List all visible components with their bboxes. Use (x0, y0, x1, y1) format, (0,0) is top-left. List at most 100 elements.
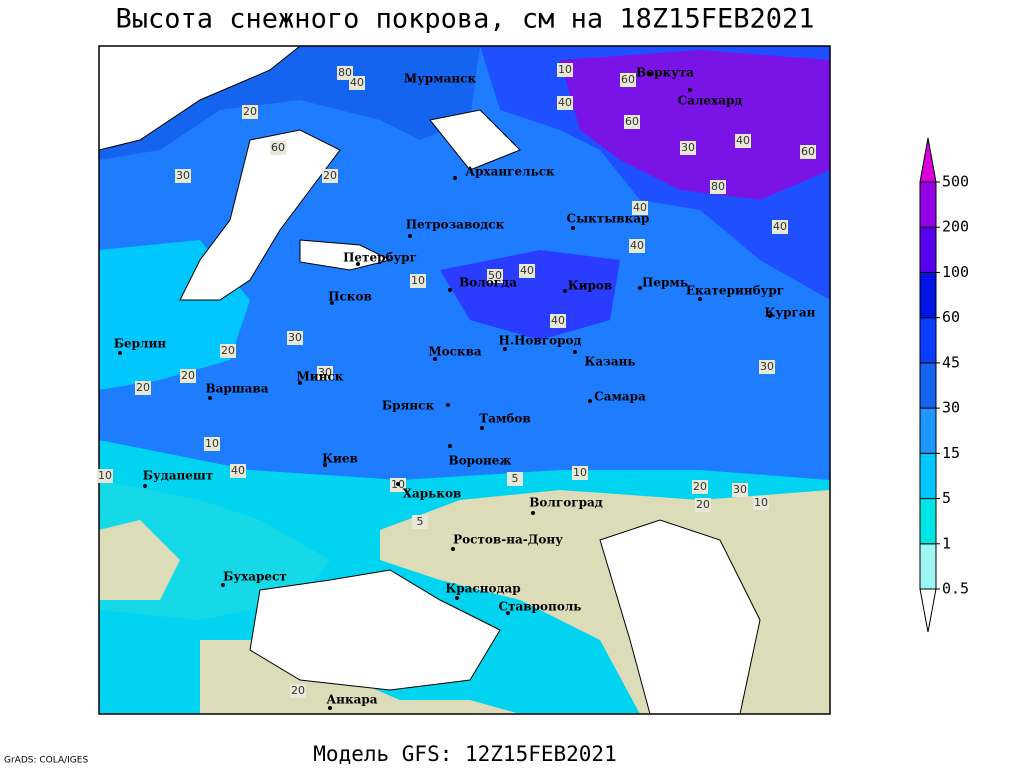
city-dot (503, 347, 507, 351)
city-dot (448, 444, 452, 448)
contour-label-box (97, 469, 113, 483)
credit: GrADS: COLA/IGES (4, 756, 88, 766)
contour-label-box (487, 269, 503, 283)
contour-label: 40 (633, 201, 647, 214)
city-label: Варшава (205, 382, 268, 396)
colorbar-label: 45 (942, 353, 960, 371)
city-dot (396, 482, 400, 486)
contour-label: 10 (558, 63, 572, 76)
contour-label-box (270, 141, 286, 155)
city-dot (571, 226, 575, 230)
contour-label-box (317, 366, 333, 380)
contour-label: 30 (176, 169, 190, 182)
contour-label: 40 (231, 464, 245, 477)
contour-label: 60 (625, 115, 639, 128)
city-label: Минск (297, 370, 344, 384)
city-label: Воронеж (448, 454, 511, 468)
city-label: Пермь (642, 276, 688, 290)
city-dot (143, 484, 147, 488)
city-label: Салехард (678, 94, 743, 108)
contour-label-box (557, 63, 573, 77)
colorbar-label: 1 (942, 534, 951, 552)
city-label: Бухарест (223, 570, 287, 584)
city-label: Воркута (636, 66, 694, 80)
contour-label-box (620, 73, 636, 87)
city-dot (768, 314, 772, 318)
contour-label: 20 (221, 344, 235, 357)
city-label: Киров (568, 279, 613, 293)
contour-label: 40 (736, 134, 750, 147)
gulf-of-finland (299, 239, 392, 271)
contour-label-box (410, 274, 426, 288)
city-dot (448, 288, 452, 292)
snow-purple (560, 50, 830, 200)
contour-label-box (632, 201, 648, 215)
contour-label-box (180, 369, 196, 383)
contour-label-box (220, 344, 236, 358)
contour-label: 40 (551, 314, 565, 327)
city-label: Берлин (114, 337, 167, 351)
contour-label-box (732, 483, 748, 497)
contour-label: 30 (733, 483, 747, 496)
colorbar-segment (919, 498, 937, 545)
city-dot (356, 262, 360, 266)
city-label: Вологда (459, 276, 517, 290)
contour-label: 20 (136, 381, 150, 394)
city-dot (408, 78, 412, 82)
city-label: Волгоград (529, 496, 602, 510)
contour-label: 40 (558, 96, 572, 109)
contour-label-box (629, 239, 645, 253)
bare-west (99, 520, 180, 600)
contour-label: 30 (318, 366, 332, 379)
colorbar-segment (919, 407, 937, 454)
contour-label: 20 (323, 169, 337, 182)
colorbar-segment (919, 317, 937, 364)
contour-label: 10 (98, 469, 112, 482)
snow-center (440, 250, 620, 340)
city-dot (328, 706, 332, 710)
city-dot (648, 72, 652, 76)
contour-label-box (710, 180, 726, 194)
colorbar-above (919, 137, 937, 183)
colorbar-segment (919, 452, 937, 500)
contour-label: 30 (681, 141, 695, 154)
contour-label-box (507, 472, 523, 486)
city-label: Курган (765, 306, 816, 320)
city-dot (433, 357, 437, 361)
contour-label-box (135, 381, 151, 395)
title: Высота снежного покрова, см на 18Z15FEB2… (116, 4, 815, 35)
contour-label: 40 (520, 264, 534, 277)
contour-label: 30 (288, 331, 302, 344)
city-dot (455, 596, 459, 600)
city-dot (698, 297, 702, 301)
contour-label-box (753, 496, 769, 510)
contour-label-box (557, 96, 573, 110)
contour-label: 10 (754, 496, 768, 509)
colorbar-label: 200 (942, 218, 969, 236)
city-label: Брянск (382, 399, 435, 413)
contour-label: 40 (630, 239, 644, 252)
contour-label-box (680, 141, 696, 155)
city-label: Псков (328, 290, 372, 304)
contour-label: 10 (205, 437, 219, 450)
map (99, 46, 830, 714)
colorbar-label: 500 (942, 173, 969, 191)
contour-label-box (695, 498, 711, 512)
city-label: Харьков (403, 487, 462, 501)
contour-label: 20 (181, 369, 195, 382)
white-sea (429, 109, 521, 171)
city-dot (451, 547, 455, 551)
city-dot (688, 88, 692, 92)
city-dot (408, 234, 412, 238)
contour-label: 30 (760, 360, 774, 373)
city-dot (208, 396, 212, 400)
city-label: Мурманск (404, 72, 477, 86)
city-dot (480, 426, 484, 430)
contour-label-box (800, 145, 816, 159)
city-dot (330, 301, 334, 305)
contour-label-box (349, 76, 365, 90)
city-dot (573, 350, 577, 354)
contour-label: 20 (243, 105, 257, 118)
